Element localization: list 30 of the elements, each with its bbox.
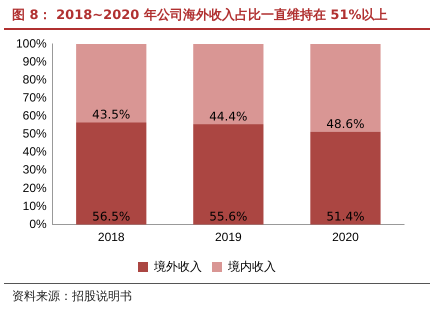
y-tick-label: 50% — [22, 126, 48, 141]
y-tick-label: 40% — [22, 144, 48, 159]
bar — [310, 44, 381, 132]
x-tick-label: 2020 — [332, 230, 360, 244]
y-tick-label: 90% — [22, 54, 48, 68]
data-label: 43.5% — [92, 108, 130, 122]
y-tick-label: 70% — [22, 90, 48, 104]
y-tick-label: 20% — [22, 180, 48, 195]
y-tick-label: 0% — [29, 216, 48, 231]
legend-label: 境内收入 — [227, 259, 276, 274]
data-label: 48.6% — [326, 116, 365, 131]
y-tick-label: 30% — [22, 162, 48, 177]
text: 资料来源：招股说明书 — [4, 283, 430, 309]
bar — [76, 122, 146, 225]
x-tick-label: 2019 — [214, 230, 242, 244]
y-tick-label: 80% — [22, 72, 48, 86]
bar — [193, 124, 264, 225]
y-tick-label: 60% — [22, 108, 48, 123]
chart-title: 图 8： 2018~2020 年公司海外收入占比一直维持在 51%以上 — [4, 0, 430, 30]
bar — [76, 44, 146, 123]
legend-label: 境外收入 — [153, 259, 202, 274]
data-label: 44.4% — [209, 109, 248, 124]
y-tick-label: 10% — [22, 198, 48, 213]
data-label: 51.4% — [326, 210, 365, 224]
data-label: 56.5% — [92, 210, 130, 224]
bar — [193, 44, 264, 124]
data-label: 55.6% — [209, 210, 248, 224]
x-tick-label: 2018 — [98, 230, 125, 244]
y-tick-label: 100% — [16, 36, 48, 50]
bar — [310, 132, 381, 225]
